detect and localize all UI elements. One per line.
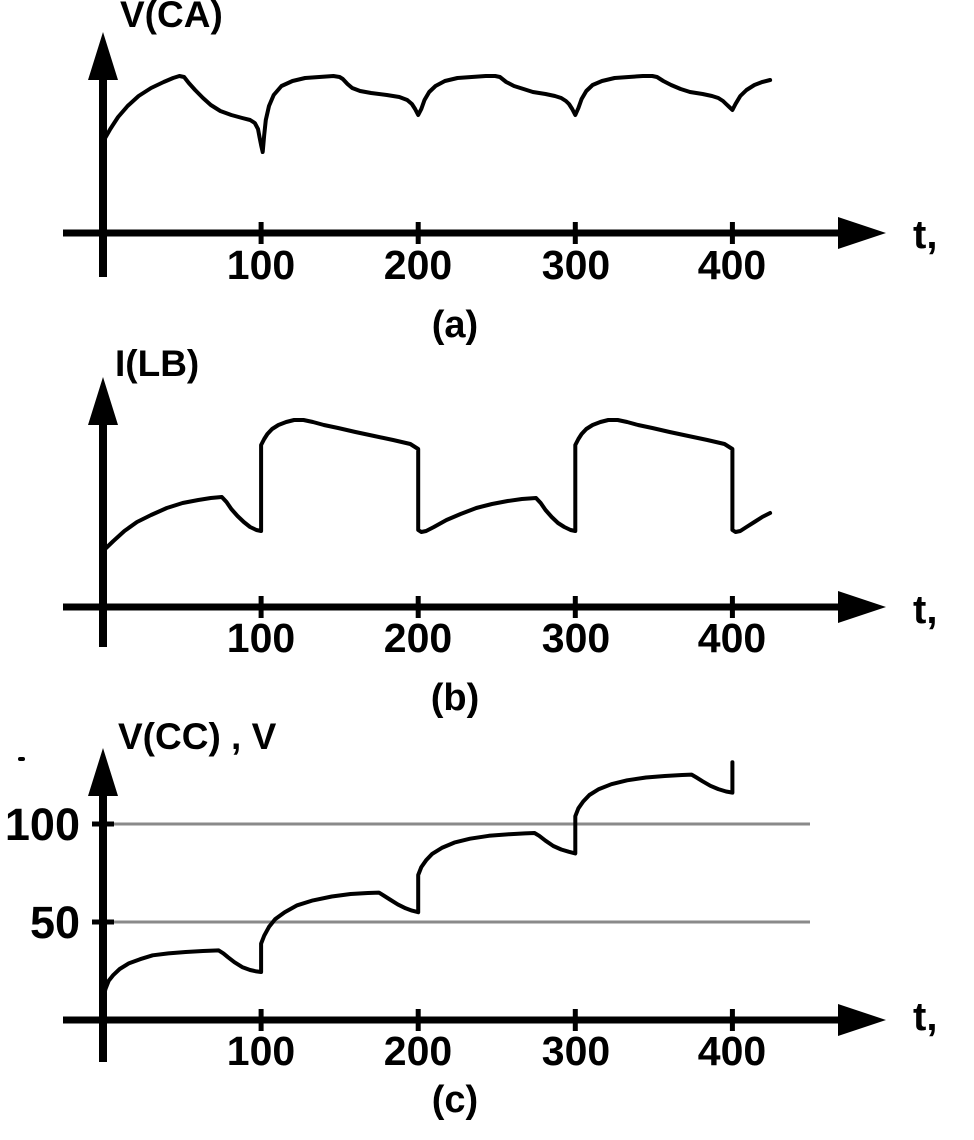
plot-c-caption: (c) [431, 1079, 479, 1121]
stray-mark [18, 757, 25, 761]
plot-c-x-tick-label: 400 [697, 1028, 767, 1074]
plot-c-y-axis-label: V(CC) , V [118, 716, 277, 757]
plot-b-x-tick-label: 300 [541, 615, 611, 661]
plot-b-x-axis-label: t, [913, 588, 938, 632]
plot-c-x-tick-label: 300 [541, 1028, 611, 1074]
plot-a-x-axis-label: t, [913, 213, 938, 257]
plot-c-y-tick-label: 50 [29, 897, 80, 948]
plot-c-x-tick-label: 200 [383, 1028, 453, 1074]
plot-a-y-axis-label: V(CA) [120, 0, 223, 35]
plot-a-x-tick-label: 400 [697, 242, 767, 288]
plot-c-y-tick-label: 100 [4, 799, 80, 850]
plot-a-x-tick-label: 200 [383, 242, 453, 288]
plot-a-x-tick-label: 100 [226, 242, 296, 288]
plot-b-x-tick-label: 400 [697, 615, 767, 661]
plot-c-x-axis-label: t, [913, 995, 938, 1039]
plot-b-x-tick-label: 100 [226, 615, 296, 661]
plot-b-x-tick-label: 200 [383, 615, 453, 661]
plot-a-x-tick-label: 300 [541, 242, 611, 288]
plot-b-y-axis-label: I(LB) [115, 343, 200, 384]
plot-a-caption: (a) [431, 304, 479, 346]
plot-c-x-tick-label: 100 [226, 1028, 296, 1074]
plot-b-caption: (b) [430, 677, 480, 719]
